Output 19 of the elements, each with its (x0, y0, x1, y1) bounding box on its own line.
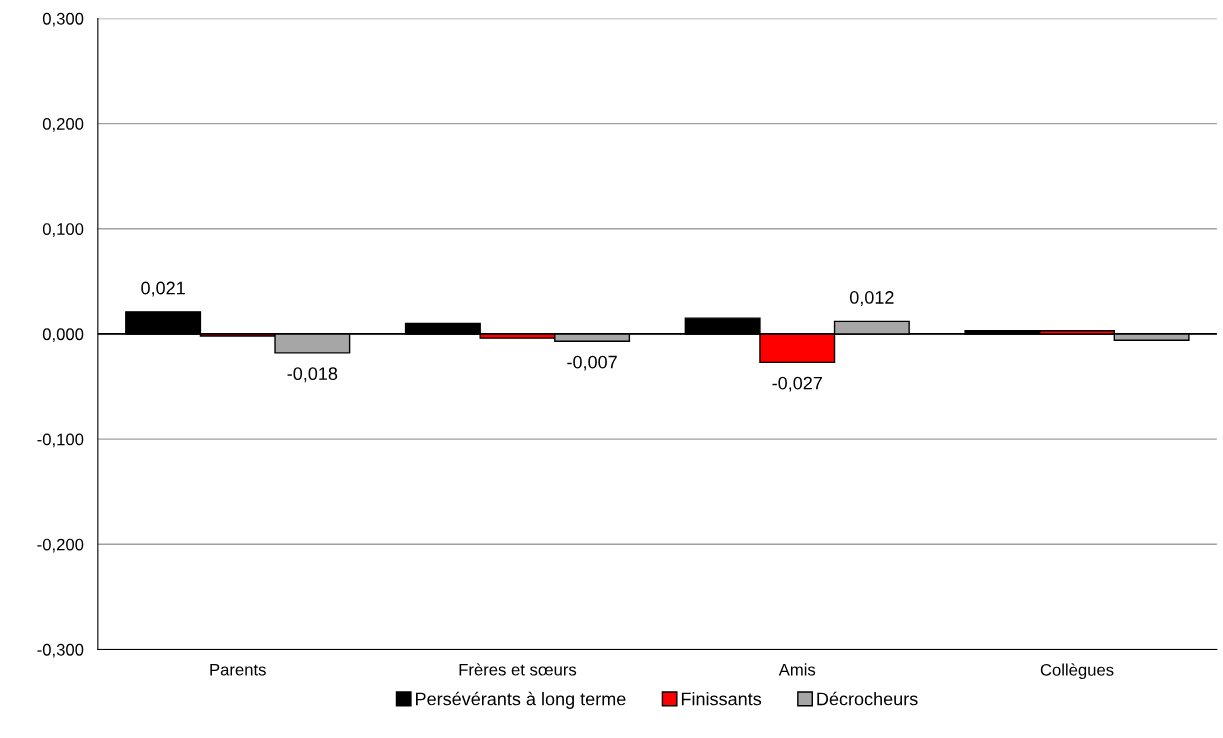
legend-label: Décrocheurs (817, 691, 918, 706)
data-label: 0,012 (849, 291, 894, 306)
y-tick-label: -0,200 (37, 538, 84, 553)
legend-label: Persévérants à long terme (416, 691, 626, 709)
data-label: -0,018 (287, 367, 338, 383)
x-tick-label: Collègues (1040, 663, 1114, 680)
x-tick-label: Amis (778, 663, 816, 676)
x-tick-label: Frères et sœurs (459, 663, 577, 676)
y-tick-label: 0,100 (42, 223, 84, 237)
x-tick-label: Parents (210, 663, 266, 676)
y-tick-label: 0,000 (42, 328, 84, 343)
y-tick-label: 0,200 (42, 118, 84, 132)
data-label: -0,027 (772, 376, 822, 392)
y-tick-label: -0,100 (37, 433, 84, 448)
legend-label: Finissants (681, 692, 762, 706)
data-label: 0,021 (141, 281, 185, 297)
y-tick-label: -0,300 (37, 643, 84, 658)
data-label: -0,007 (567, 355, 617, 371)
y-tick-label: 0,300 (42, 12, 84, 27)
